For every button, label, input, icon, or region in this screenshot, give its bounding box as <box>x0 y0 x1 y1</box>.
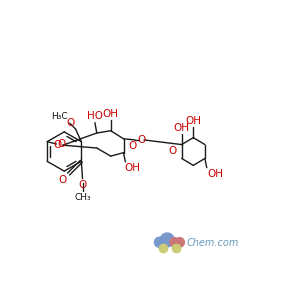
Text: OH: OH <box>185 116 201 126</box>
Circle shape <box>154 237 165 248</box>
Circle shape <box>159 244 168 253</box>
Text: Chem.com: Chem.com <box>186 238 239 248</box>
Text: O: O <box>129 141 137 151</box>
Text: OH: OH <box>207 169 223 179</box>
Text: OH: OH <box>103 109 119 119</box>
Circle shape <box>175 238 184 247</box>
Text: OH: OH <box>174 123 190 133</box>
Text: O: O <box>66 118 74 128</box>
Text: O: O <box>78 181 87 190</box>
Text: OH: OH <box>125 163 141 173</box>
Text: O: O <box>58 175 67 185</box>
Circle shape <box>170 238 179 247</box>
Text: HO: HO <box>87 112 103 122</box>
Text: CH₃: CH₃ <box>74 193 91 202</box>
Text: O: O <box>58 139 66 149</box>
Circle shape <box>160 233 174 247</box>
Text: O: O <box>53 140 62 150</box>
Text: O: O <box>137 135 146 145</box>
Text: H₃C: H₃C <box>51 112 68 121</box>
Circle shape <box>172 244 181 253</box>
Text: O: O <box>169 146 177 157</box>
